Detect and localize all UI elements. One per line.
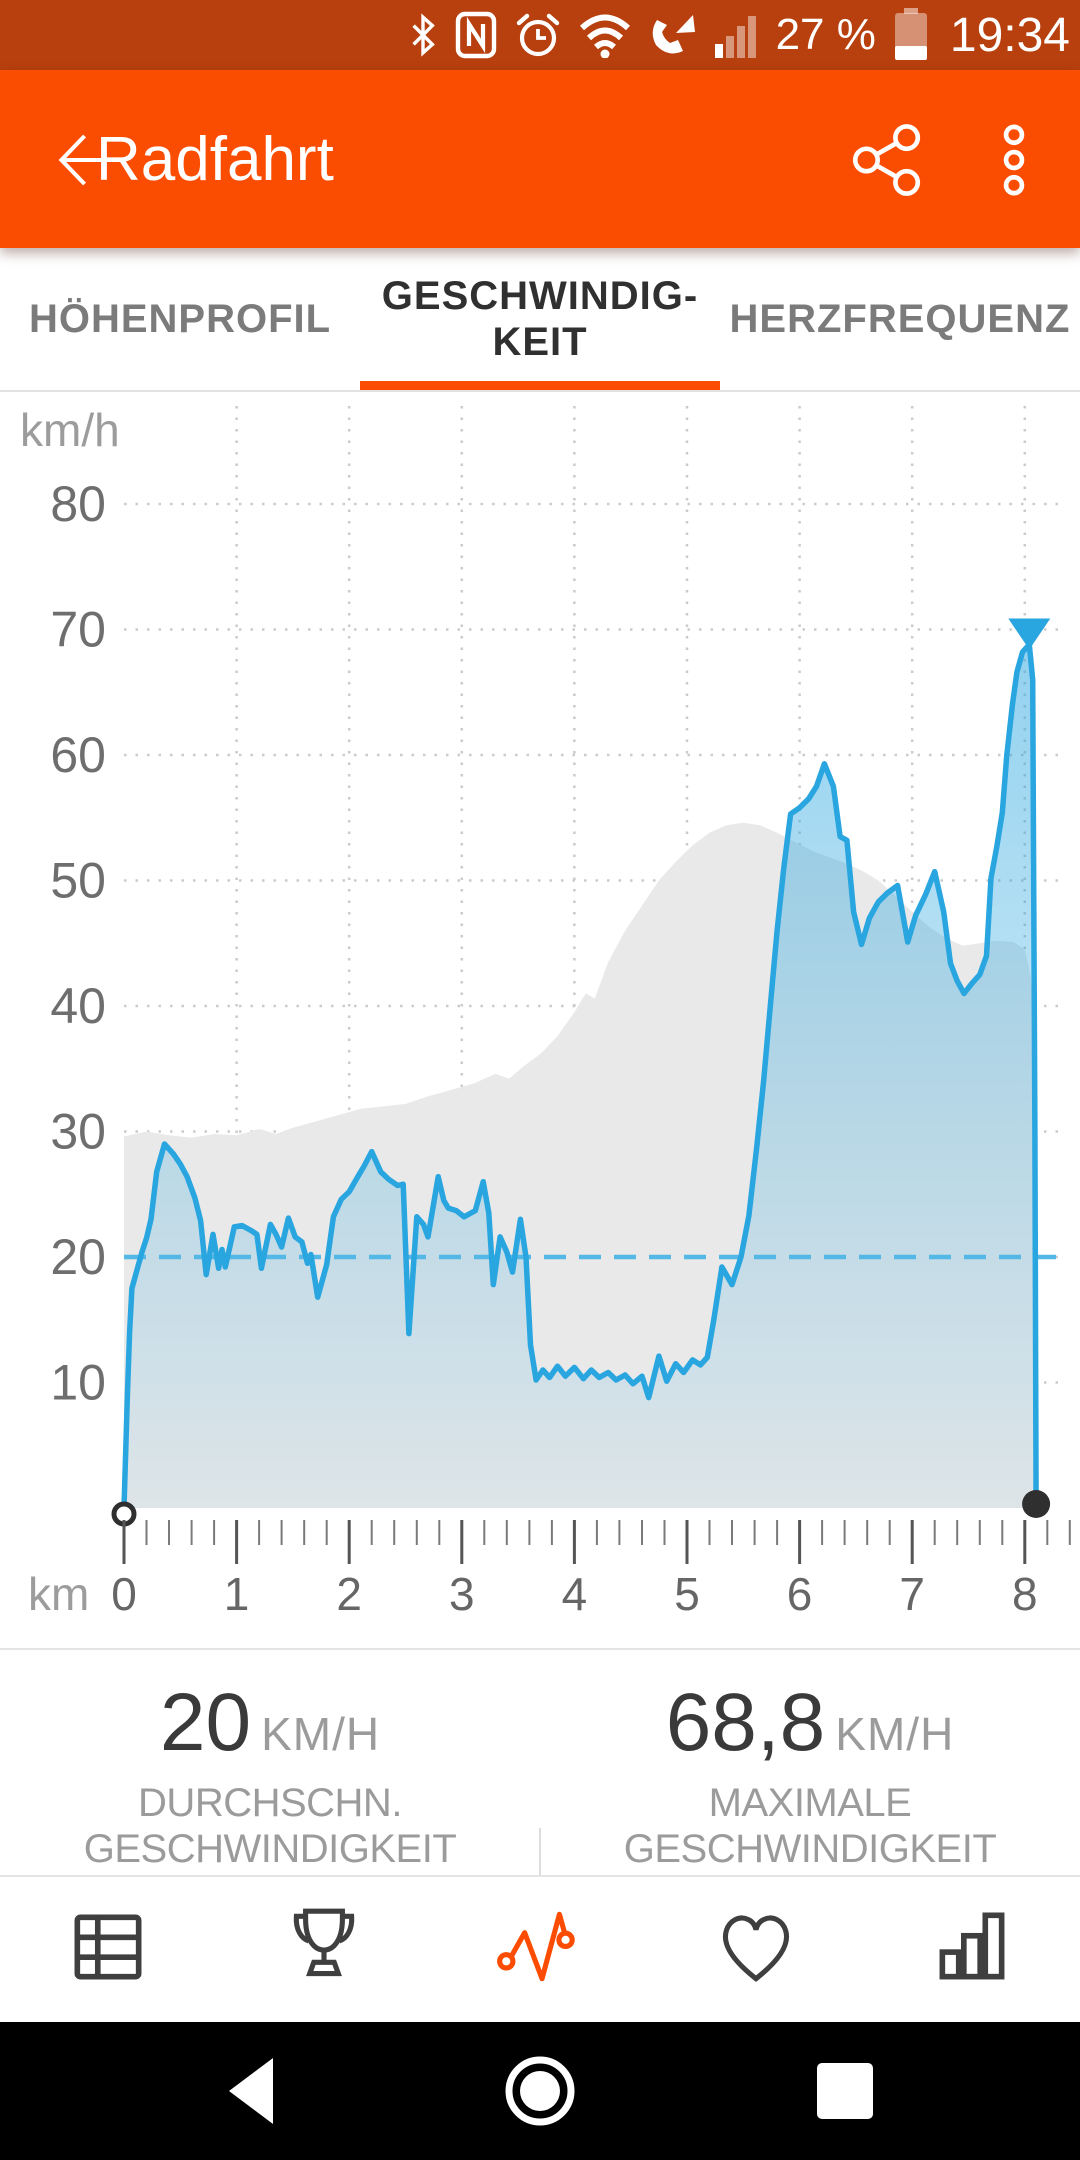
max-speed-label: MAXIMALE GESCHWINDIGKEIT [623,1781,997,1871]
avg-speed-stat: 20 KM/H DURCHSCHN. GESCHWINDIGKEIT [0,1650,540,1875]
app-header: Radfahrt [0,70,1080,248]
tabbar-heart[interactable] [648,1877,864,2022]
page-title: Radfahrt [96,124,334,194]
android-nav-bar [0,2022,1080,2160]
back-button[interactable] [48,120,130,205]
stats-divider [539,1828,541,1876]
avg-speed-value: 20 [159,1677,252,1768]
stats-panel: 20 KM/H DURCHSCHN. GESCHWINDIGKEIT 68,8 … [0,1648,1080,1877]
overflow-menu-button[interactable] [984,118,1044,207]
tab-herzfrequenz[interactable]: HERZFREQUENZ [729,297,1071,341]
svg-text:80: 80 [50,476,106,532]
analysis-icon [494,1901,586,1998]
chart-tabs: HÖHENPROFIL GESCHWINDIG- KEIT HERZFREQUE… [0,248,1080,392]
svg-text:20: 20 [50,1229,106,1285]
tabbar-challenges[interactable] [216,1877,432,2022]
bluetooth-icon [408,11,438,59]
avg-speed-label: DURCHSCHN. GESCHWINDIGKEIT [83,1781,457,1871]
svg-text:km/h: km/h [20,404,120,456]
svg-text:50: 50 [50,853,106,909]
svg-text:40: 40 [50,978,106,1034]
max-speed-value: 68,8 [665,1677,826,1768]
svg-text:10: 10 [50,1355,106,1411]
heart-icon [710,1901,802,1998]
svg-text:2: 2 [336,1568,362,1620]
tabbar-feed[interactable] [0,1877,216,2022]
tabbar-stats[interactable] [864,1877,1080,2022]
tab-geschwindigkeit[interactable]: GESCHWINDIG- KEIT [360,248,720,390]
trophy-icon [278,1901,370,1998]
battery-percent-label: 27 % [775,10,876,59]
tab-hoehenprofil[interactable]: HÖHENPROFIL [28,297,332,341]
svg-text:km: km [28,1568,89,1620]
android-back-button[interactable] [205,2046,295,2141]
svg-text:5: 5 [674,1568,700,1620]
svg-text:4: 4 [562,1568,588,1620]
speed-chart-section: 10 20 30 40 50 60 70 80 km/h 0 1 2 3 4 5 6 7 8 km [0,392,1080,1648]
nfc-icon [455,11,497,59]
clock-label: 19:34 [949,8,1070,62]
android-home-button[interactable] [495,2046,585,2141]
wifi-calling-icon [648,11,696,59]
svg-text:8: 8 [1012,1568,1038,1620]
signal-icon [713,12,759,58]
svg-text:60: 60 [50,727,106,783]
svg-text:1: 1 [224,1568,250,1620]
share-button[interactable] [844,118,930,207]
tabbar-analysis-active[interactable] [432,1877,648,2022]
active-tab-underline [360,381,720,390]
android-recents-button[interactable] [800,2046,890,2141]
feed-icon [62,1901,154,1998]
avg-speed-unit: KM/H [261,1708,381,1760]
svg-text:3: 3 [449,1568,475,1620]
bottom-tab-bar [0,1877,1080,2022]
svg-text:6: 6 [787,1568,813,1620]
svg-text:30: 30 [50,1104,106,1160]
status-bar: 27 % 19:34 [0,0,1080,70]
alarm-icon [514,11,562,59]
wifi-icon [579,12,631,58]
svg-text:70: 70 [50,602,106,658]
svg-text:7: 7 [899,1568,925,1620]
battery-icon [893,8,929,62]
max-speed-unit: KM/H [835,1708,955,1760]
max-speed-stat: 68,8 KM/H MAXIMALE GESCHWINDIGKEIT [540,1650,1080,1875]
svg-text:0: 0 [111,1568,137,1620]
stats-icon [926,1901,1018,1998]
speed-chart[interactable]: 10 20 30 40 50 60 70 80 km/h 0 1 2 3 4 5 6 7 8 km [0,392,1080,1648]
